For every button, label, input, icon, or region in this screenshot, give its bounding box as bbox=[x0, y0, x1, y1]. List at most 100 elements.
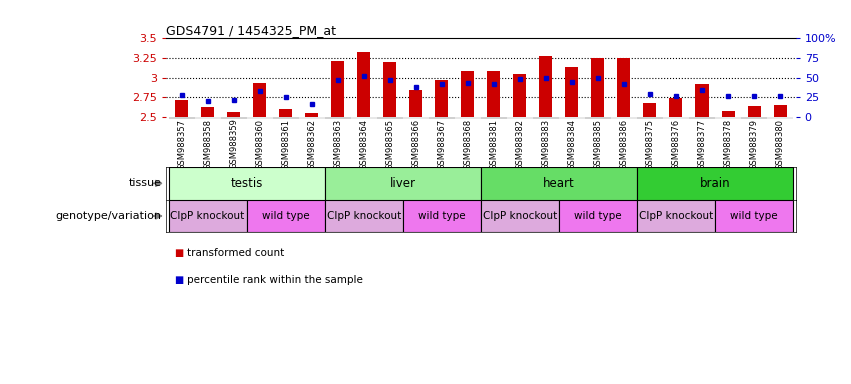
Bar bbox=[299, 38, 325, 117]
Bar bbox=[461, 71, 474, 117]
Bar bbox=[722, 111, 734, 117]
Bar bbox=[689, 117, 715, 119]
Bar bbox=[481, 200, 559, 232]
Bar bbox=[331, 61, 344, 117]
Text: wild type: wild type bbox=[262, 211, 310, 221]
Text: transformed count: transformed count bbox=[187, 248, 284, 258]
Bar bbox=[325, 167, 481, 200]
Bar bbox=[409, 90, 422, 117]
Text: liver: liver bbox=[390, 177, 416, 190]
Bar bbox=[325, 117, 351, 119]
Bar bbox=[247, 38, 272, 117]
Bar bbox=[454, 38, 481, 117]
Bar bbox=[637, 167, 793, 200]
Bar bbox=[403, 38, 429, 117]
Text: ■: ■ bbox=[174, 248, 184, 258]
Bar bbox=[585, 117, 611, 119]
Bar bbox=[540, 56, 552, 117]
Text: percentile rank within the sample: percentile rank within the sample bbox=[187, 275, 363, 285]
Bar bbox=[507, 117, 533, 119]
Bar bbox=[403, 200, 481, 232]
Text: testis: testis bbox=[231, 177, 263, 190]
Bar bbox=[247, 200, 325, 232]
Bar bbox=[357, 52, 370, 117]
Bar bbox=[611, 117, 637, 119]
Bar bbox=[663, 38, 689, 117]
Bar bbox=[383, 62, 397, 117]
Bar bbox=[481, 167, 637, 200]
Bar bbox=[533, 38, 559, 117]
Bar bbox=[643, 103, 656, 117]
Bar bbox=[454, 117, 481, 119]
Bar bbox=[195, 38, 220, 117]
Bar bbox=[227, 112, 240, 117]
Bar bbox=[715, 200, 793, 232]
Bar bbox=[435, 80, 448, 117]
Bar bbox=[559, 38, 585, 117]
Bar bbox=[670, 98, 683, 117]
Text: ClpP knockout: ClpP knockout bbox=[327, 211, 401, 221]
Text: wild type: wild type bbox=[730, 211, 778, 221]
Bar bbox=[507, 38, 533, 117]
Bar bbox=[488, 71, 500, 117]
Bar bbox=[325, 38, 351, 117]
Bar bbox=[611, 38, 637, 117]
Bar bbox=[715, 117, 741, 119]
Bar bbox=[272, 117, 299, 119]
Bar bbox=[168, 200, 247, 232]
Bar bbox=[481, 38, 507, 117]
Bar bbox=[767, 117, 793, 119]
Text: ClpP knockout: ClpP knockout bbox=[483, 211, 557, 221]
Bar bbox=[279, 109, 292, 117]
Bar bbox=[747, 106, 761, 117]
Bar bbox=[377, 117, 403, 119]
Bar bbox=[201, 107, 214, 117]
Bar bbox=[377, 38, 403, 117]
Text: tissue: tissue bbox=[129, 178, 162, 189]
Text: wild type: wild type bbox=[574, 211, 622, 221]
Bar bbox=[767, 38, 793, 117]
Text: heart: heart bbox=[543, 177, 574, 190]
Bar bbox=[481, 117, 507, 119]
Bar bbox=[513, 74, 527, 117]
Bar bbox=[325, 200, 403, 232]
Bar bbox=[195, 117, 220, 119]
Bar bbox=[663, 117, 689, 119]
Text: genotype/variation: genotype/variation bbox=[55, 211, 162, 221]
Bar bbox=[168, 167, 325, 200]
Bar bbox=[695, 84, 709, 117]
Bar bbox=[429, 38, 454, 117]
Bar bbox=[637, 38, 663, 117]
Bar bbox=[559, 200, 637, 232]
Bar bbox=[774, 105, 786, 117]
Bar bbox=[429, 117, 454, 119]
Text: ■: ■ bbox=[174, 275, 184, 285]
Text: brain: brain bbox=[700, 177, 730, 190]
Bar bbox=[715, 38, 741, 117]
Bar bbox=[565, 67, 579, 117]
Bar bbox=[247, 117, 272, 119]
Bar bbox=[306, 113, 318, 117]
Text: GDS4791 / 1454325_PM_at: GDS4791 / 1454325_PM_at bbox=[166, 24, 336, 37]
Bar bbox=[168, 117, 195, 119]
Bar bbox=[351, 117, 377, 119]
Bar bbox=[689, 38, 715, 117]
Bar bbox=[637, 200, 715, 232]
Bar bbox=[168, 38, 195, 117]
Bar bbox=[403, 117, 429, 119]
Bar bbox=[533, 117, 559, 119]
Bar bbox=[299, 117, 325, 119]
Text: ClpP knockout: ClpP knockout bbox=[170, 211, 245, 221]
Bar bbox=[220, 38, 247, 117]
Bar bbox=[637, 117, 663, 119]
Bar bbox=[559, 117, 585, 119]
Bar bbox=[175, 100, 188, 117]
Bar bbox=[741, 38, 767, 117]
Text: wild type: wild type bbox=[418, 211, 465, 221]
Text: ClpP knockout: ClpP knockout bbox=[639, 211, 713, 221]
Bar bbox=[220, 117, 247, 119]
Bar bbox=[618, 58, 631, 117]
Bar bbox=[253, 83, 266, 117]
Bar bbox=[591, 58, 604, 117]
Bar bbox=[741, 117, 767, 119]
